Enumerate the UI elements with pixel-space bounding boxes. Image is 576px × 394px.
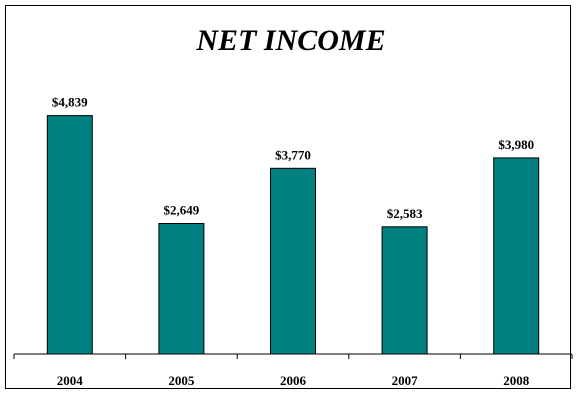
chart-title: NET INCOME (195, 24, 385, 57)
bar-2005 (158, 223, 205, 355)
data-label-2007: $2,583 (387, 206, 423, 221)
x-tick-2008: 2008 (503, 373, 530, 388)
data-labels-group: $4,839 $2,649 $3,770 $2,583 $3,980 (52, 95, 534, 221)
x-tick-2005: 2005 (168, 373, 195, 388)
bar-2008 (493, 157, 540, 355)
data-label-2005: $2,649 (164, 203, 200, 218)
data-label-2004: $4,839 (52, 95, 88, 110)
bar-2007 (381, 226, 428, 355)
bars-group (46, 115, 540, 355)
bar-2006 (270, 167, 316, 355)
data-label-2006: $3,770 (275, 147, 311, 162)
x-tick-2004: 2004 (57, 373, 84, 388)
bar-2004 (46, 115, 93, 355)
data-label-2008: $3,980 (498, 137, 534, 152)
x-tick-2006: 2006 (280, 373, 307, 388)
x-tick-2007: 2007 (392, 373, 419, 388)
x-ticks-group: 2004 2005 2006 2007 2008 (13, 354, 573, 388)
